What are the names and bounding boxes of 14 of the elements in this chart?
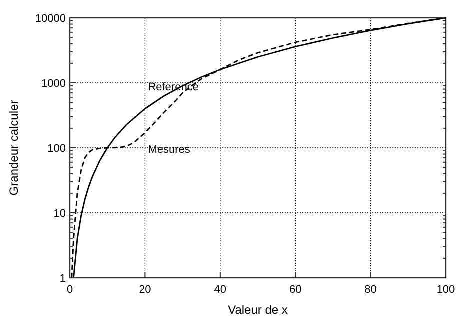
y-tick-label: 10000 bbox=[35, 12, 66, 25]
x-tick-label: 100 bbox=[436, 284, 456, 296]
y-tick-label: 1 bbox=[60, 272, 66, 285]
y-tick-label: 100 bbox=[48, 142, 66, 155]
y-tick-label: 1000 bbox=[42, 78, 66, 90]
x-tick-label: 20 bbox=[139, 284, 152, 296]
x-axis-title: Valeur de x bbox=[228, 303, 288, 317]
series-label: Mesures bbox=[148, 144, 191, 156]
y-tick-label: 10 bbox=[54, 208, 66, 220]
y-axis-title: Grandeur calculer bbox=[7, 100, 21, 196]
x-tick-label: 60 bbox=[289, 284, 302, 296]
x-tick-label: 40 bbox=[214, 284, 227, 296]
x-tick-label: 80 bbox=[364, 284, 377, 296]
x-tick-label: 0 bbox=[66, 284, 74, 296]
